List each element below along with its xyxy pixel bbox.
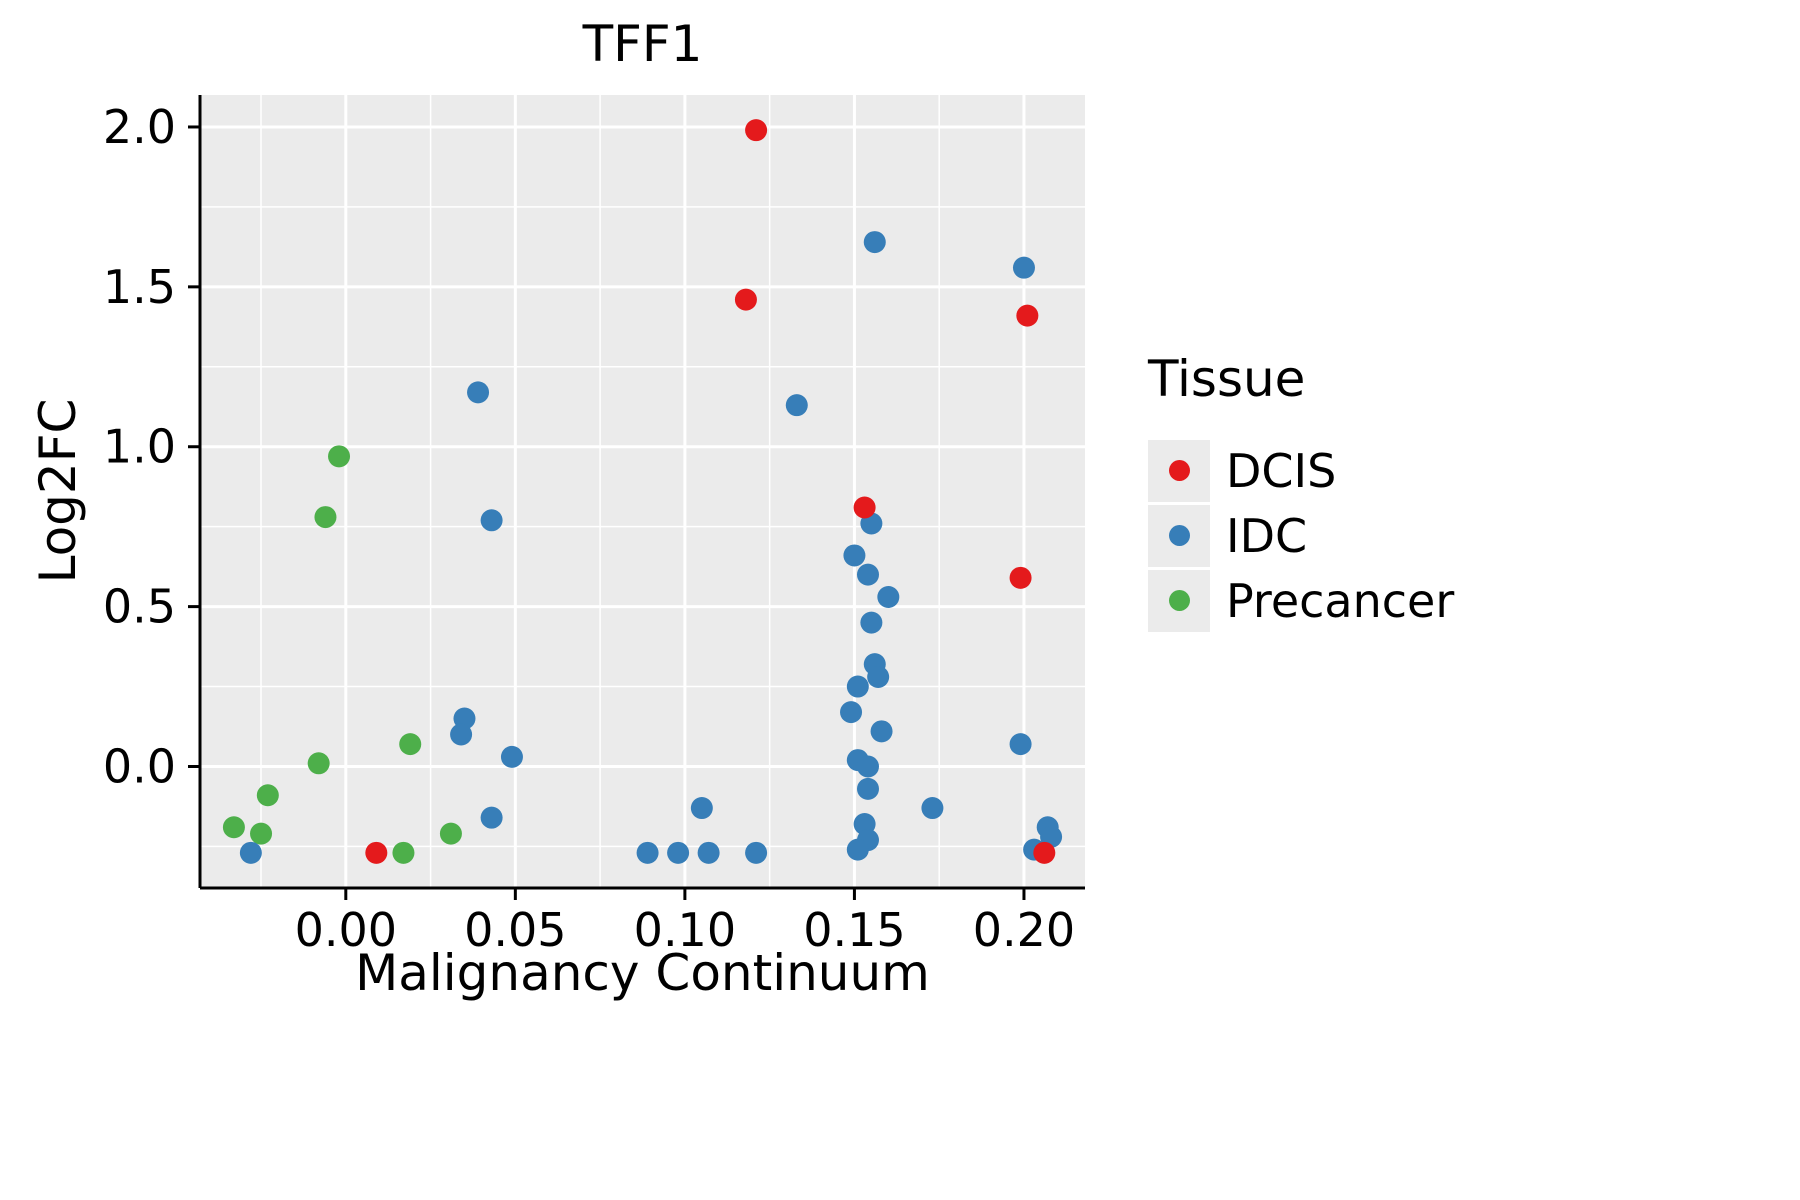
data-point-idc bbox=[450, 723, 473, 746]
data-point-precancer bbox=[399, 733, 422, 756]
data-point-idc bbox=[877, 586, 900, 609]
data-point-precancer bbox=[314, 506, 337, 529]
data-point-precancer bbox=[256, 784, 279, 807]
x-axis-label: Malignancy Continuum bbox=[355, 944, 930, 1002]
legend: Tissue DCIS IDC Precancer bbox=[1148, 350, 1454, 633]
legend-key bbox=[1148, 439, 1210, 502]
x-tick-label: 0.15 bbox=[803, 903, 905, 957]
precancer-point-icon bbox=[1168, 590, 1190, 611]
data-point-precancer bbox=[250, 822, 273, 845]
data-point-precancer bbox=[222, 816, 245, 839]
data-point-idc bbox=[856, 563, 879, 586]
data-point-idc bbox=[860, 611, 883, 634]
data-point-precancer bbox=[392, 841, 415, 864]
data-point-idc bbox=[867, 665, 890, 688]
legend-label-precancer: Precancer bbox=[1226, 573, 1455, 628]
data-point-dcis bbox=[1016, 304, 1039, 327]
legend-label-idc: IDC bbox=[1226, 508, 1308, 563]
x-tick-label: 0.00 bbox=[295, 903, 397, 957]
legend-key bbox=[1148, 504, 1210, 567]
data-point-idc bbox=[856, 755, 879, 778]
data-point-idc bbox=[840, 701, 863, 724]
data-point-dcis bbox=[745, 119, 768, 142]
legend-item-idc: IDC bbox=[1148, 503, 1454, 568]
data-point-precancer bbox=[307, 752, 330, 775]
data-point-idc bbox=[863, 231, 886, 254]
y-tick-label: 0.5 bbox=[103, 580, 176, 634]
data-point-dcis bbox=[1009, 566, 1032, 589]
x-tick-label: 0.20 bbox=[973, 903, 1075, 957]
data-point-idc bbox=[667, 841, 690, 864]
data-point-idc bbox=[1009, 733, 1032, 756]
data-point-precancer bbox=[439, 822, 462, 845]
data-point-idc bbox=[636, 841, 659, 864]
data-point-precancer bbox=[328, 445, 351, 468]
legend-title: Tissue bbox=[1148, 350, 1306, 408]
data-point-dcis bbox=[1033, 841, 1056, 864]
panel-background bbox=[200, 95, 1085, 888]
dcis-point-icon bbox=[1168, 460, 1190, 481]
data-point-idc bbox=[856, 777, 879, 800]
data-point-idc bbox=[690, 797, 713, 820]
data-point-dcis bbox=[734, 288, 757, 311]
data-point-idc bbox=[697, 841, 720, 864]
y-tick-label: 0.0 bbox=[103, 739, 176, 793]
data-point-idc bbox=[846, 675, 869, 698]
data-point-idc bbox=[870, 720, 893, 743]
data-point-dcis bbox=[365, 841, 388, 864]
data-point-idc bbox=[500, 745, 523, 768]
legend-label-dcis: DCIS bbox=[1226, 443, 1337, 498]
x-tick-label: 0.05 bbox=[464, 903, 566, 957]
legend-item-precancer: Precancer bbox=[1148, 568, 1454, 633]
data-point-idc bbox=[480, 806, 503, 829]
data-point-idc bbox=[745, 841, 768, 864]
chart-title: TFF1 bbox=[582, 15, 703, 73]
data-point-idc bbox=[843, 544, 866, 567]
y-tick-label: 1.5 bbox=[103, 260, 176, 314]
data-point-idc bbox=[785, 394, 808, 417]
x-tick-label: 0.10 bbox=[634, 903, 736, 957]
data-point-idc bbox=[467, 381, 490, 404]
data-point-idc bbox=[846, 838, 869, 861]
data-point-idc bbox=[239, 841, 262, 864]
idc-point-icon bbox=[1168, 525, 1190, 546]
data-point-idc bbox=[1012, 256, 1035, 279]
y-tick-label: 1.0 bbox=[103, 420, 176, 474]
data-point-idc bbox=[480, 509, 503, 532]
y-tick-label: 2.0 bbox=[103, 100, 176, 154]
legend-item-dcis: DCIS bbox=[1148, 438, 1454, 503]
data-point-dcis bbox=[853, 496, 876, 519]
data-point-idc bbox=[921, 797, 944, 820]
legend-key bbox=[1148, 569, 1210, 632]
